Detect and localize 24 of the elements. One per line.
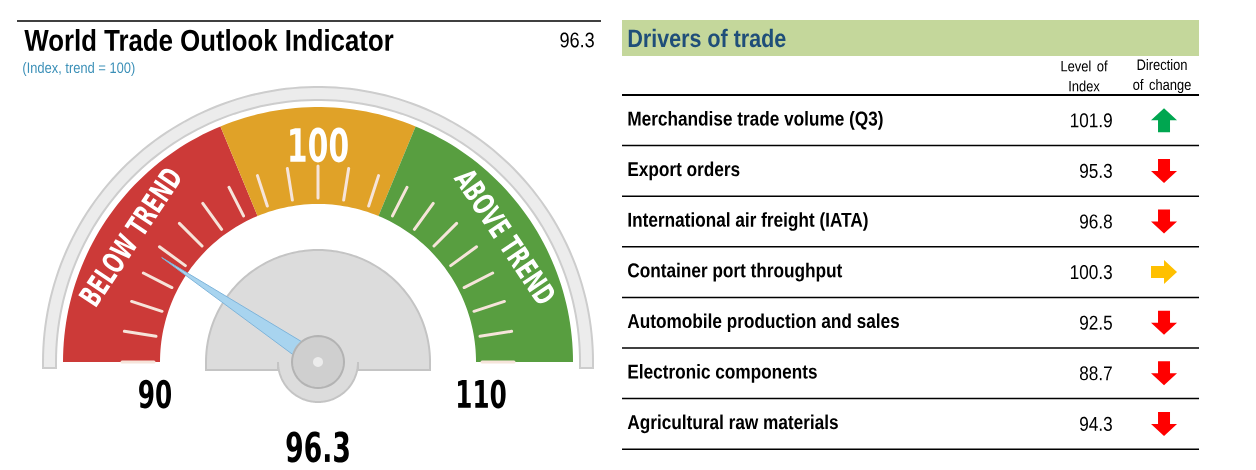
data-label: 101.9 bbox=[1070, 113, 1112, 128]
chart-subtitle: (Index, trend = 100) bbox=[23, 62, 135, 76]
category-label: International air freight (IATA) bbox=[628, 212, 868, 231]
data-label: 92.5 bbox=[1080, 315, 1112, 330]
text: 100 bbox=[290, 127, 348, 163]
category-label: Agricultural raw materials bbox=[627, 414, 838, 434]
data-label: 95.3 bbox=[1080, 163, 1112, 178]
chart-title: World Trade Outlook Indicator bbox=[24, 28, 394, 52]
category-label: Export orders bbox=[628, 161, 740, 181]
text: Direction of change bbox=[1133, 59, 1191, 93]
category-label: Merchandise trade volume (Q3) bbox=[628, 110, 883, 130]
data-label: 96.8 bbox=[1080, 214, 1112, 229]
category-label: Container port throughput bbox=[628, 262, 843, 282]
category-label: Electronic components bbox=[628, 363, 817, 383]
category-label: Automobile production and sales bbox=[627, 313, 899, 333]
text: 90 bbox=[139, 379, 172, 409]
text: 110 bbox=[458, 379, 506, 409]
text: 96.3 bbox=[560, 32, 594, 48]
data-label: 100.3 bbox=[1070, 265, 1112, 280]
data-label: 94.3 bbox=[1080, 416, 1112, 431]
text: Drivers of trade bbox=[628, 28, 786, 48]
text: Level of Index bbox=[1061, 60, 1108, 92]
data-label: 88.7 bbox=[1079, 366, 1112, 381]
text: 96.3 bbox=[286, 431, 349, 463]
